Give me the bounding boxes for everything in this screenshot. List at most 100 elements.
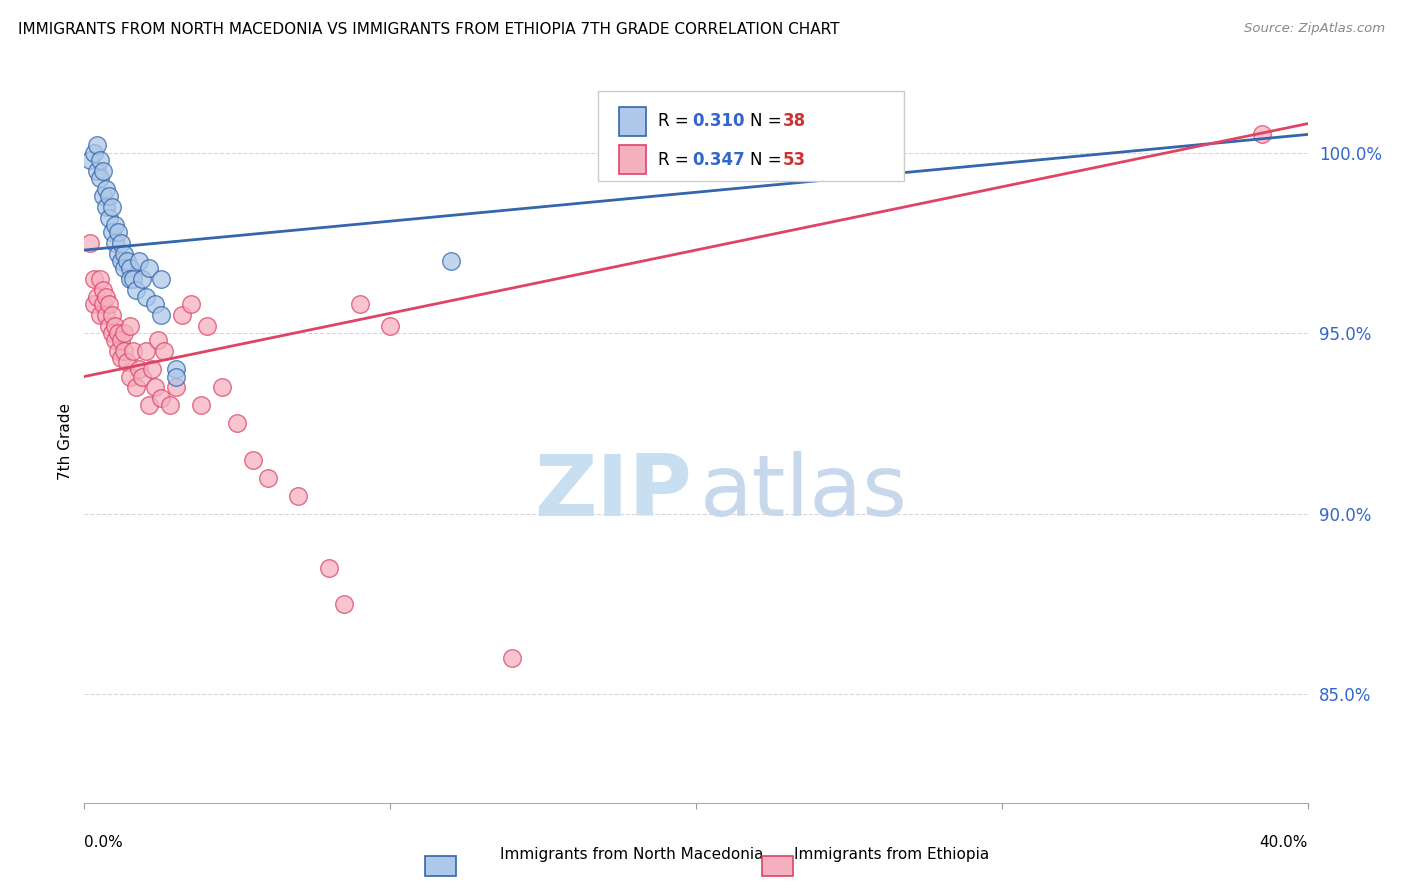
Point [128,362,150,376]
Point [83,145,105,160]
Point [110,235,132,250]
Point [165,369,187,384]
Point [135,344,157,359]
Text: N =: N = [749,112,787,130]
Point [79,153,101,167]
Point [165,380,187,394]
Text: 38: 38 [783,112,806,130]
Point [115,355,138,369]
Point [195,318,218,333]
Point [242,452,264,467]
Point [112,326,135,341]
Point [112,344,135,359]
Point [143,380,166,394]
Point [333,597,356,611]
Point [226,417,249,431]
Text: Immigrants from Ethiopia: Immigrants from Ethiopia [794,847,988,863]
Point [89,272,111,286]
Point [211,380,233,394]
Point [110,351,132,366]
Text: 53: 53 [783,151,806,169]
Point [86,290,108,304]
Point [120,272,142,286]
Text: 0.310: 0.310 [692,112,745,130]
Point [104,318,127,333]
Point [122,272,145,286]
Point [91,283,114,297]
Y-axis label: 7th Grade: 7th Grade [58,403,73,480]
Text: 40.0%: 40.0% [1260,835,1308,850]
FancyBboxPatch shape [619,107,645,136]
Text: R =: R = [658,112,695,130]
Point [101,326,124,341]
Point [104,218,127,232]
Point [97,318,120,333]
Point [146,334,169,348]
Point [94,200,117,214]
Point [120,318,142,333]
Point [120,369,142,384]
FancyBboxPatch shape [598,91,904,181]
Point [149,272,172,286]
Point [79,235,101,250]
Point [83,272,105,286]
Point [107,246,129,260]
Point [104,334,127,348]
Point [502,651,524,665]
Point [125,380,148,394]
Point [107,344,129,359]
Point [86,138,108,153]
Text: Immigrants from North Macedonia: Immigrants from North Macedonia [501,847,763,863]
Point [609,128,631,142]
Point [101,200,124,214]
Point [190,399,212,413]
Point [318,561,340,575]
Point [97,189,120,203]
Text: 0.347: 0.347 [692,151,745,169]
FancyBboxPatch shape [619,145,645,174]
Point [115,254,138,268]
Point [440,254,463,268]
Point [91,297,114,311]
Text: IMMIGRANTS FROM NORTH MACEDONIA VS IMMIGRANTS FROM ETHIOPIA 7TH GRADE CORRELATIO: IMMIGRANTS FROM NORTH MACEDONIA VS IMMIG… [18,22,839,37]
Point [101,225,124,239]
Point [110,334,132,348]
Point [138,261,160,276]
Point [110,254,132,268]
Point [141,362,163,376]
Point [107,326,129,341]
Point [101,308,124,322]
Point [86,163,108,178]
Point [89,308,111,322]
Point [138,399,160,413]
Text: Source: ZipAtlas.com: Source: ZipAtlas.com [1244,22,1385,36]
Text: ZIP: ZIP [534,450,692,533]
Point [107,225,129,239]
Point [122,344,145,359]
Point [180,297,202,311]
Point [89,153,111,167]
Point [172,308,194,322]
Point [91,189,114,203]
Point [165,362,187,376]
Point [135,290,157,304]
Point [159,399,181,413]
Point [149,391,172,405]
Point [94,182,117,196]
Point [349,297,371,311]
Text: N =: N = [749,151,787,169]
Point [257,471,280,485]
Point [97,211,120,225]
Point [1250,128,1272,142]
Point [104,235,127,250]
Point [131,369,153,384]
Point [94,308,117,322]
Point [91,163,114,178]
Point [287,489,309,503]
Point [94,290,117,304]
Point [125,283,148,297]
Point [131,272,153,286]
Point [128,254,150,268]
Point [120,261,142,276]
Point [112,261,135,276]
